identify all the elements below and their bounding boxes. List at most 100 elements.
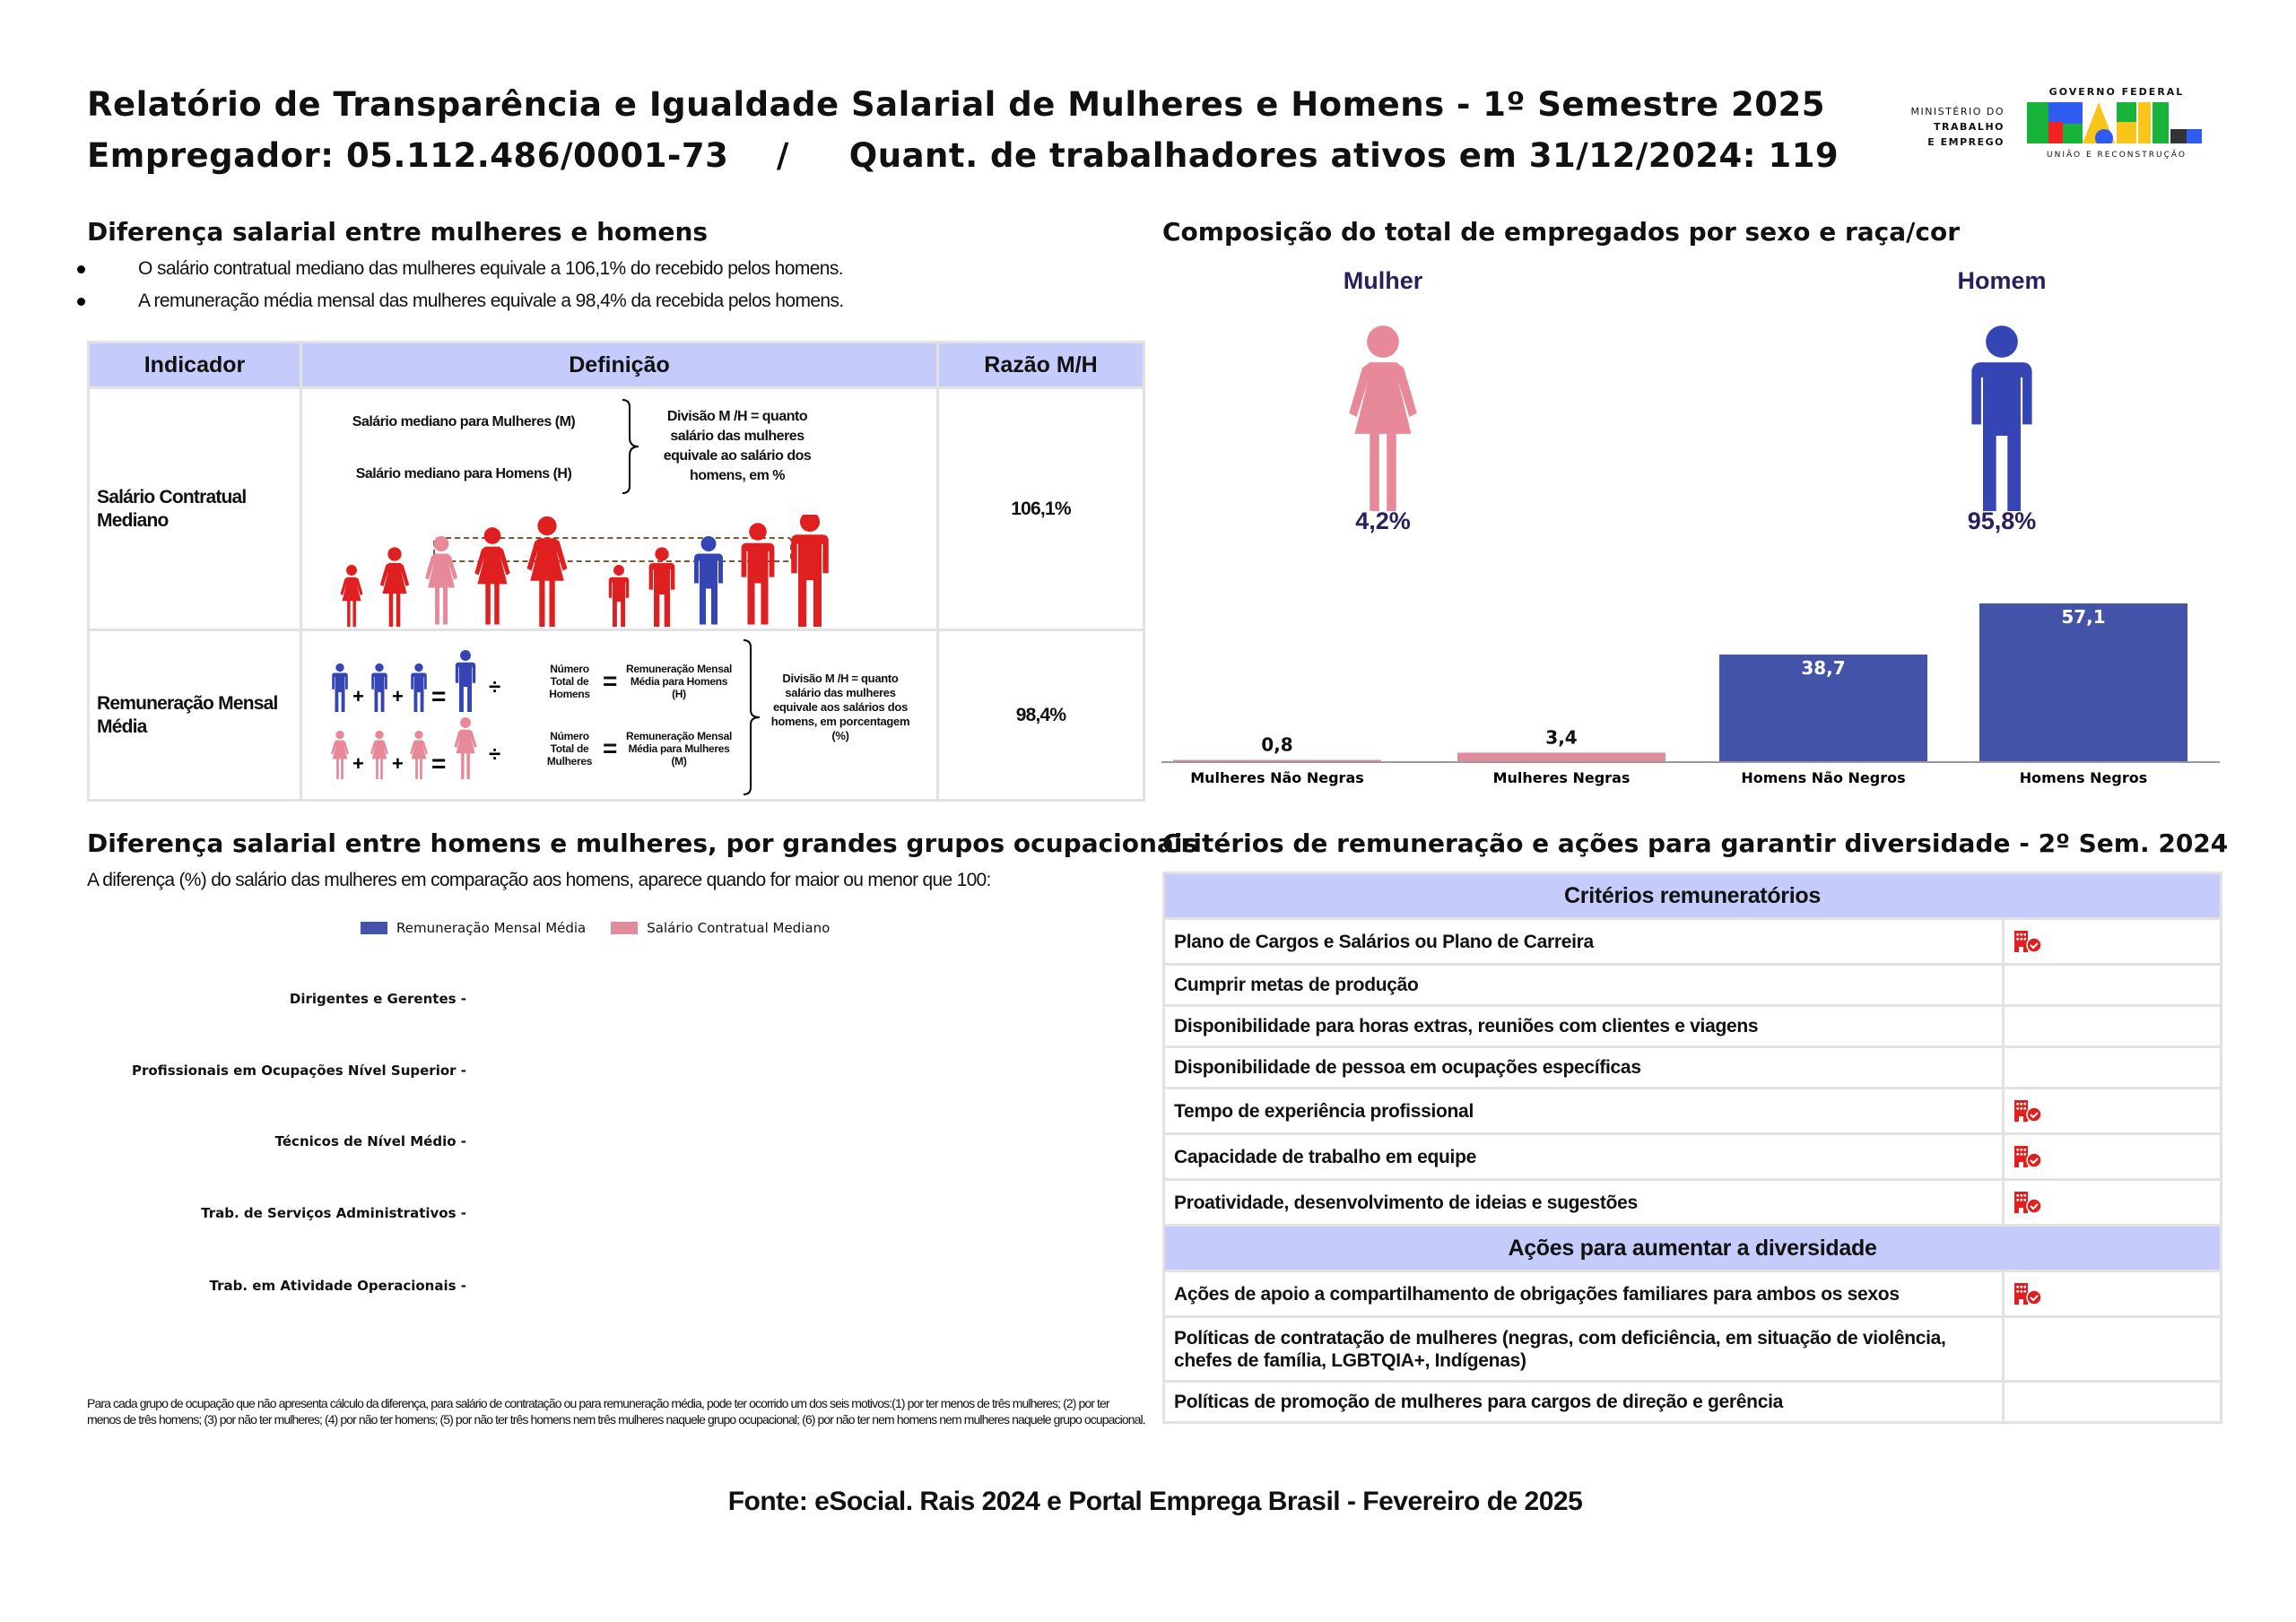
median-people-illustration	[340, 515, 829, 627]
bar-value-label: 38,7	[1801, 657, 1845, 679]
category-label: Trab. de Serviços Administrativos -	[201, 1205, 466, 1221]
bar-1	[1457, 752, 1665, 762]
total-men-label: Número Total de Homens	[549, 663, 590, 700]
brace-icon	[622, 399, 639, 494]
bar-2	[1719, 655, 1927, 762]
equals-icon: =	[603, 667, 618, 695]
svg-text:+: +	[352, 752, 364, 775]
criteria-label: Plano de Cargos e Salários ou Plano de C…	[1162, 917, 2005, 966]
bar-category-label: Homens Não Negros	[1741, 769, 1905, 786]
total-women-label: Número Total de Mulheres	[546, 730, 593, 768]
division-explanation: Divisão M /H = quanto salário das mulher…	[663, 409, 812, 483]
ministry-name: TRABALHO	[1934, 121, 2005, 133]
criteria-row: Políticas de contratação de mulheres (ne…	[1162, 1315, 2222, 1383]
legend-swatch-median-salary	[611, 922, 639, 934]
svg-text:+: +	[352, 685, 364, 707]
legend-average-pay: Remuneração Mensal Média	[396, 920, 587, 936]
median-highlight-box	[433, 537, 792, 562]
criteria-title: Critérios de remuneração e ações para ga…	[1162, 828, 2229, 858]
brasil-logo-mark	[2027, 102, 2202, 143]
man-figure-icon	[1971, 325, 2032, 511]
category-label: Trab. em Atividade Operacionais -	[209, 1278, 466, 1294]
criteria-row: Capacidade de trabalho em equipe	[1162, 1132, 2222, 1181]
brace-icon	[743, 639, 761, 795]
definition-median-salary: Salário mediano para Mulheres (M) Salári…	[300, 386, 939, 631]
criteria-row: Disponibilidade para horas extras, reuni…	[1162, 1004, 2222, 1048]
occupation-gap-subtitle: A diferença (%) do salário das mulheres …	[87, 870, 991, 890]
legend-median-salary: Salário Contratual Mediano	[647, 920, 831, 936]
criteria-row: Políticas de promoção de mulheres para c…	[1162, 1380, 2222, 1424]
actions-header: Ações para aumentar a diversidade	[1162, 1224, 2222, 1272]
division-explanation: Divisão M /H = quanto salário das mulher…	[770, 672, 910, 742]
row-median-salary: Salário Contratual Mediano Salário media…	[87, 386, 1145, 631]
indicator-median-salary: Salário Contratual Mediano	[87, 386, 302, 631]
bullet-average-pay: A remuneração média mensal das mulheres …	[77, 291, 844, 312]
bar-value-label: 3,4	[1545, 726, 1577, 748]
svg-text:÷: ÷	[489, 742, 500, 767]
men-percentage: 95,8%	[1967, 507, 2037, 534]
criteria-row: Plano de Cargos e Salários ou Plano de C…	[1162, 917, 2222, 966]
category-label: Profissionais em Ocupações Nível Superio…	[131, 1063, 466, 1079]
criteria-row: Tempo de experiência profissional	[1162, 1087, 2222, 1135]
criteria-header: Critérios remuneratórios	[1162, 872, 2222, 920]
criteria-label: Cumprir metas de produção	[1162, 963, 2005, 1007]
row-average-pay: Remuneração Mensal Média + + = ÷ + + = ÷	[87, 629, 1145, 802]
chart-legend: Remuneração Mensal Média Salário Contrat…	[361, 920, 830, 936]
criteria-row: Proatividade, desenvolvimento de ideias …	[1162, 1178, 2222, 1227]
criteria-label: Proatividade, desenvolvimento de ideias …	[1162, 1178, 2005, 1227]
bar-category-label: Mulheres Não Negras	[1190, 769, 1364, 786]
average-women-label: Remuneração Mensal Média para Mulheres (…	[626, 730, 732, 768]
svg-text:÷: ÷	[489, 675, 500, 699]
criteria-status	[2002, 1045, 2222, 1089]
ministry-name: E EMPREGO	[1927, 136, 2005, 148]
criteria-status	[2002, 1315, 2222, 1383]
bullet-contract-salary: O salário contratual mediano das mulhere…	[76, 258, 844, 280]
header-indicator: Indicador	[87, 341, 302, 389]
legend-swatch-average-pay	[361, 922, 387, 934]
composition-title: Composição do total de empregados por se…	[1162, 217, 1961, 247]
men-label: Homem	[1957, 267, 2047, 294]
salary-gap-title: Diferença salarial entre mulheres e home…	[87, 217, 709, 247]
average-people-illustration: + + = ÷ + + = ÷	[331, 650, 500, 779]
women-label: Mulher	[1343, 267, 1423, 294]
criteria-status	[2002, 1178, 2222, 1227]
bar-0	[1173, 759, 1381, 762]
criteria-status	[2002, 1380, 2222, 1424]
ministry-name: MINISTÉRIO DO	[1910, 106, 2005, 117]
svg-text:+: +	[392, 752, 404, 775]
criteria-label: Capacidade de trabalho em equipe	[1162, 1132, 2005, 1181]
criteria-row: Cumprir metas de produção	[1162, 963, 2222, 1007]
definition-average-pay: + + = ÷ + + = ÷ Número Total de Homens =…	[300, 629, 939, 802]
building-check-icon	[2013, 1282, 2042, 1305]
criteria-label: Políticas de contratação de mulheres (ne…	[1162, 1315, 2005, 1383]
criteria-status	[2002, 963, 2222, 1007]
employer-info: Empregador: 05.112.486/0001-73 / Quant. …	[87, 136, 1839, 175]
composition-bar-chart: 0,8 Mulheres Não Negras 3,4 Mulheres Negras…	[1161, 603, 2220, 786]
criteria-status	[2002, 1087, 2222, 1135]
criteria-status	[2002, 1132, 2222, 1181]
criteria-table: Critérios remuneratórios Plano de Cargos…	[1162, 872, 2222, 1424]
criteria-row: Ações de apoio a compartilhamento de obr…	[1162, 1270, 2222, 1318]
svg-text:=: =	[431, 750, 446, 777]
header-definition: Definição	[300, 341, 939, 389]
criteria-status	[2002, 917, 2222, 966]
criteria-label: Ações de apoio a compartilhamento de obr…	[1162, 1270, 2005, 1318]
bar-3	[1979, 603, 2187, 762]
svg-text:=: =	[431, 682, 446, 710]
building-check-icon	[2013, 1191, 2042, 1214]
gov-federal-label: GOVERNO FEDERAL	[2048, 86, 2185, 98]
government-logo: MINISTÉRIO DO TRABALHO E EMPREGO GOVERNO…	[1892, 86, 2224, 167]
bar-category-label: Homens Negros	[2020, 769, 2148, 786]
woman-figure-icon	[1349, 325, 1417, 511]
ratio-average-pay: 98,4%	[936, 629, 1145, 802]
average-men-label: Remuneração Mensal Média para Homens (H)	[626, 663, 732, 700]
building-check-icon	[2013, 930, 2042, 953]
indicator-table: Indicador Definição Razão M/H Salário Co…	[87, 341, 1145, 802]
building-check-icon	[2013, 1099, 2042, 1123]
criteria-status	[2002, 1004, 2222, 1048]
source-note: Fonte: eSocial. Rais 2024 e Portal Empre…	[727, 1487, 1583, 1516]
equals-icon: =	[603, 734, 618, 762]
indicator-average-pay: Remuneração Mensal Média	[87, 629, 302, 802]
report-title: Relatório de Transparência e Igualdade S…	[87, 85, 1826, 124]
gov-slogan: UNIÃO E RECONSTRUÇÃO	[2047, 151, 2187, 160]
